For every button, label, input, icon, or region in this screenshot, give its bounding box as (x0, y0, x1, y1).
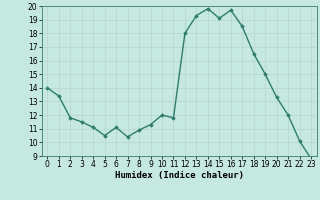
X-axis label: Humidex (Indice chaleur): Humidex (Indice chaleur) (115, 171, 244, 180)
